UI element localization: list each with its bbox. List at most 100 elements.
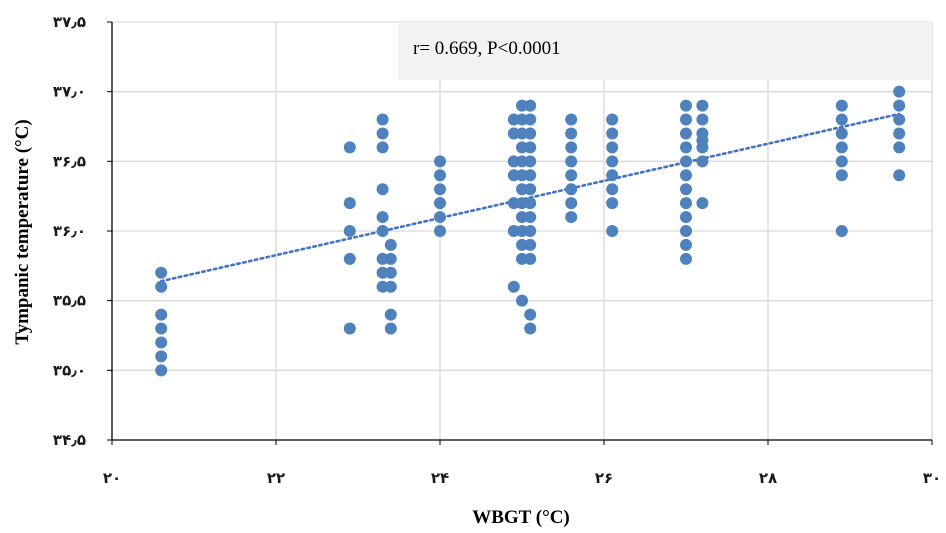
- data-point: [835, 169, 848, 182]
- data-point: [507, 127, 520, 140]
- data-point: [376, 183, 389, 196]
- data-point: [376, 266, 389, 279]
- data-point: [524, 183, 537, 196]
- data-point: [155, 322, 168, 335]
- data-point: [680, 169, 692, 182]
- data-point: [384, 308, 397, 321]
- data-point: [516, 155, 528, 168]
- data-point: [507, 197, 520, 210]
- data-point: [434, 155, 446, 168]
- data-point: [696, 197, 709, 210]
- data-point: [507, 113, 520, 126]
- y-tick-label: ۳۵٫۵: [53, 292, 86, 310]
- points-group: [155, 85, 906, 377]
- data-point: [565, 127, 578, 140]
- data-point: [343, 322, 356, 335]
- data-point: [565, 183, 578, 196]
- data-point: [524, 197, 537, 210]
- tick-labels: ۲۰ ۲۲ ۲۴ ۲۶ ۲۸ ۳۰ ۳۴٫۵ ۳۵٫۰ ۳۵٫۵ ۳۶٫۰ ۳۶٫۵ ۳۷٫۰ ۳۷٫۵: [53, 13, 941, 487]
- data-point: [606, 155, 619, 168]
- data-point: [680, 211, 692, 224]
- data-point: [384, 280, 397, 293]
- data-point: [680, 141, 692, 154]
- x-tick-label: ۲۸: [759, 469, 777, 487]
- data-point: [606, 141, 619, 154]
- data-point: [507, 169, 520, 182]
- data-point: [384, 266, 397, 279]
- data-point: [524, 211, 537, 224]
- data-point: [376, 225, 389, 237]
- data-point: [516, 141, 528, 154]
- data-point: [524, 127, 537, 140]
- data-point: [524, 225, 537, 237]
- data-point: [376, 141, 389, 154]
- y-tick-label: ۳۶٫۵: [53, 152, 86, 170]
- data-point: [835, 113, 848, 126]
- data-point: [516, 211, 528, 224]
- annotation-text: r= 0.669, P<0.0001: [413, 38, 561, 59]
- data-point: [384, 322, 397, 335]
- data-point: [343, 252, 356, 265]
- data-point: [893, 127, 906, 140]
- data-point: [524, 308, 537, 321]
- data-point: [524, 252, 537, 265]
- x-tick-label: ۲۴: [431, 469, 449, 487]
- data-point: [343, 197, 356, 210]
- data-point: [893, 169, 906, 182]
- y-tick-label: ۳۵٫۰: [53, 361, 86, 379]
- data-point: [565, 155, 578, 168]
- data-point: [696, 99, 709, 112]
- data-point: [680, 238, 692, 251]
- data-point: [155, 308, 168, 321]
- data-point: [565, 197, 578, 210]
- data-point: [524, 238, 537, 251]
- data-point: [606, 113, 619, 126]
- data-point: [524, 113, 537, 126]
- data-point: [680, 197, 692, 210]
- data-point: [384, 252, 397, 265]
- data-point: [516, 169, 528, 182]
- data-point: [565, 113, 578, 126]
- data-point: [893, 113, 906, 126]
- x-tick-label: ۲۶: [595, 469, 613, 487]
- data-point: [516, 113, 528, 126]
- data-point: [606, 183, 619, 196]
- data-point: [835, 155, 848, 168]
- data-point: [516, 127, 528, 140]
- data-point: [155, 364, 168, 377]
- data-point: [516, 238, 528, 251]
- y-tick-label: ۳۷٫۵: [53, 13, 86, 31]
- data-point: [376, 127, 389, 140]
- data-point: [524, 169, 537, 182]
- x-tick-label: ۳۰: [923, 469, 941, 487]
- data-point: [516, 197, 528, 210]
- data-point: [516, 183, 528, 196]
- data-point: [606, 127, 619, 140]
- data-point: [434, 183, 446, 196]
- data-point: [507, 225, 520, 237]
- data-point: [343, 225, 356, 237]
- data-point: [434, 197, 446, 210]
- data-point: [155, 280, 168, 293]
- axes: [107, 21, 933, 445]
- data-point: [434, 225, 446, 237]
- data-point: [516, 99, 528, 112]
- data-point: [516, 225, 528, 237]
- data-point: [524, 141, 537, 154]
- data-point: [343, 141, 356, 154]
- data-point: [606, 169, 619, 182]
- data-point: [696, 113, 709, 126]
- y-tick-label: ۳۷٫۰: [53, 83, 86, 101]
- data-point: [680, 155, 692, 168]
- data-point: [507, 155, 520, 168]
- data-point: [835, 141, 848, 154]
- data-point: [606, 197, 619, 210]
- data-point: [835, 225, 848, 237]
- data-point: [696, 155, 709, 168]
- data-point: [606, 225, 619, 237]
- data-point: [376, 113, 389, 126]
- data-point: [434, 169, 446, 182]
- data-point: [516, 294, 528, 307]
- x-tick-label: ۲۲: [267, 469, 285, 487]
